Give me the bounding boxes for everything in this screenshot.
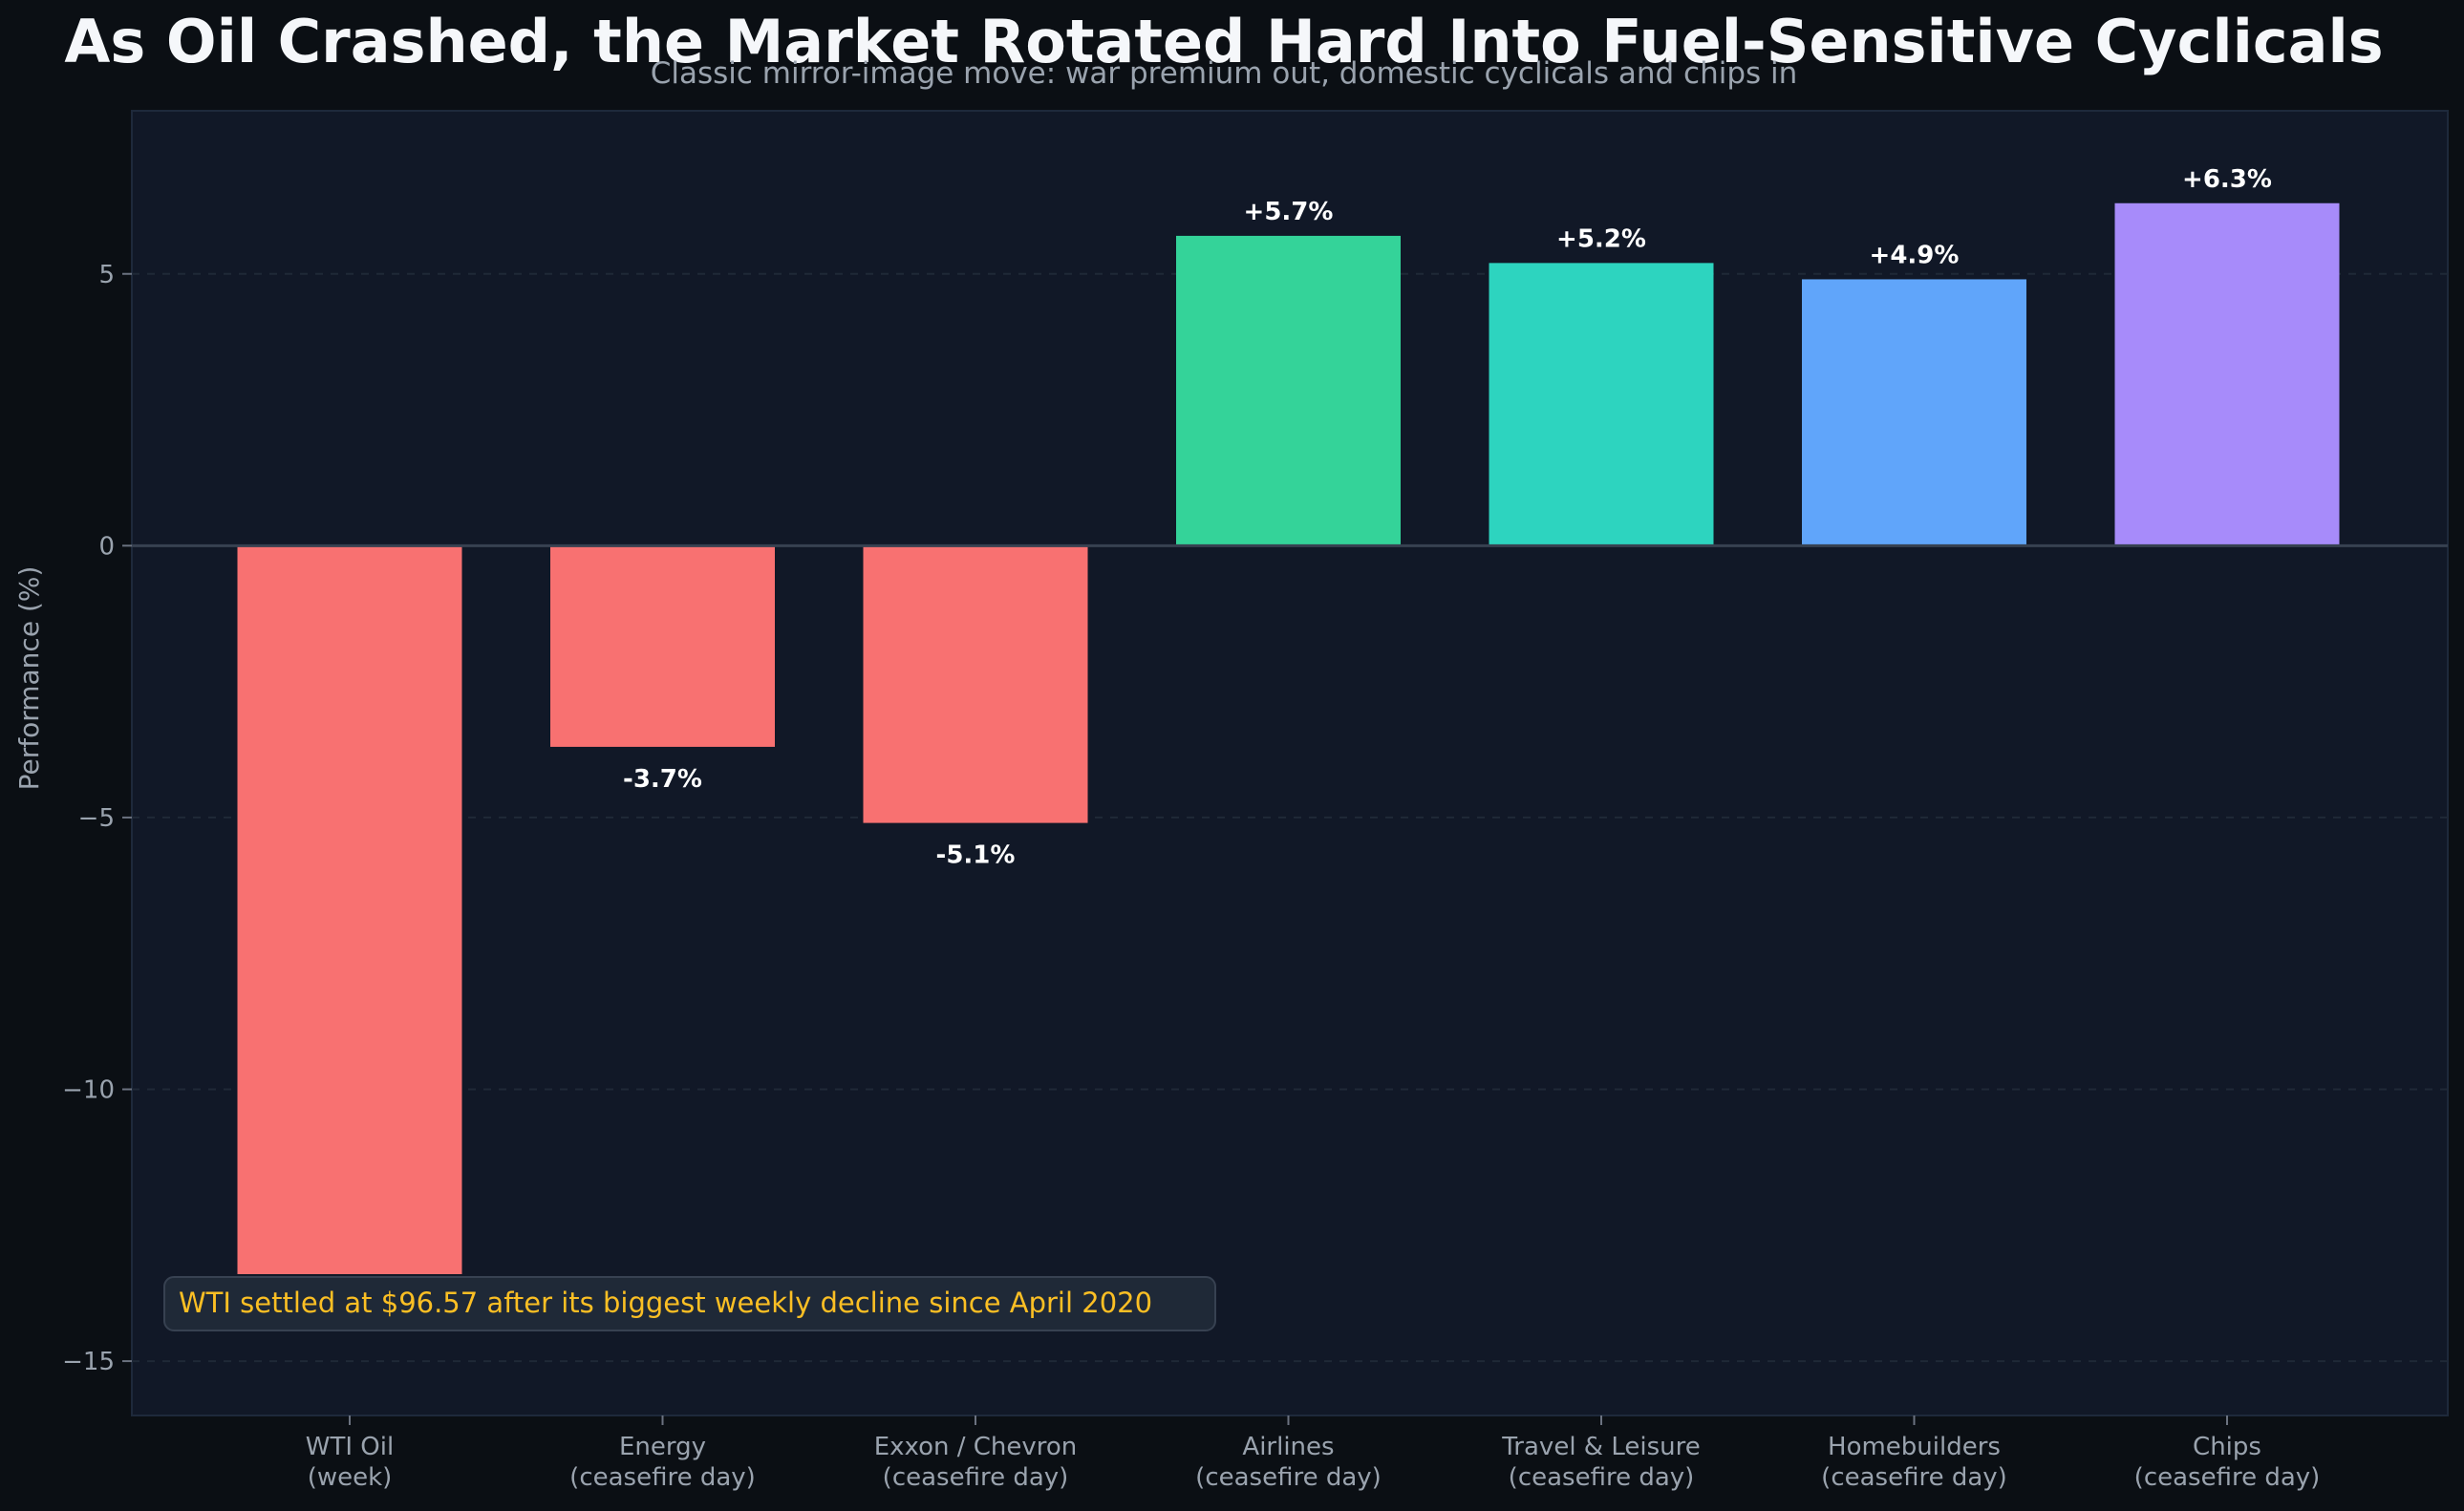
x-tick-label: Chips (ceasefire day): [2134, 1433, 2321, 1492]
bar: [1802, 279, 2026, 546]
bar: [1176, 235, 1401, 546]
x-tick-label: Travel & Leisure (ceasefire day): [1501, 1433, 1700, 1492]
bar: [2114, 202, 2340, 546]
bar: [1489, 263, 1714, 546]
annotation: WTI settled at $96.57 after its biggest …: [163, 1276, 1216, 1331]
chart-subtitle: Classic mirror-image move: war premium o…: [651, 56, 1798, 91]
y-tick-label: −10: [62, 1076, 115, 1105]
bar: [237, 545, 462, 1275]
bars: [237, 202, 2340, 1275]
bar: [863, 545, 1088, 823]
chart-title: As Oil Crashed, the Market Rotated Hard …: [64, 7, 2383, 76]
x-tick-label: Energy (ceasefire day): [569, 1433, 756, 1492]
y-tick-label: −15: [62, 1348, 115, 1376]
data-label: +6.3%: [2182, 165, 2272, 194]
y-tick-label: −5: [78, 804, 115, 833]
y-tick-label: 5: [98, 261, 115, 289]
data-label: -3.7%: [623, 765, 702, 794]
value-labels: -3.7% -5.1% +5.7% +5.2% +4.9% +6.3%: [623, 165, 2272, 870]
y-axis-label: Performance (%): [13, 566, 45, 791]
bar: [550, 545, 775, 747]
x-tick-label: Homebuilders (ceasefire day): [1821, 1433, 2007, 1492]
y-axis-ticks: 5 0 −5 −10 −15: [62, 261, 132, 1376]
data-label: -5.1%: [936, 841, 1016, 870]
x-tick-label: Exxon / Chevron (ceasefire day): [874, 1433, 1078, 1492]
x-tick-label: Airlines (ceasefire day): [1195, 1433, 1382, 1492]
y-tick-label: 0: [98, 532, 115, 561]
x-tick-label: WTI Oil (week): [306, 1433, 394, 1492]
data-label: +5.7%: [1244, 198, 1334, 226]
x-axis-ticks: WTI Oil (week) Energy (ceasefire day) Exxon …: [306, 1415, 2321, 1492]
data-label: +5.2%: [1556, 224, 1646, 253]
annotation-box: [163, 1276, 1216, 1331]
annotation-text: WTI settled at $96.57 after its biggest …: [179, 1287, 1152, 1319]
grid-lines: [132, 272, 2448, 1363]
data-label: +4.9%: [1870, 241, 1960, 269]
